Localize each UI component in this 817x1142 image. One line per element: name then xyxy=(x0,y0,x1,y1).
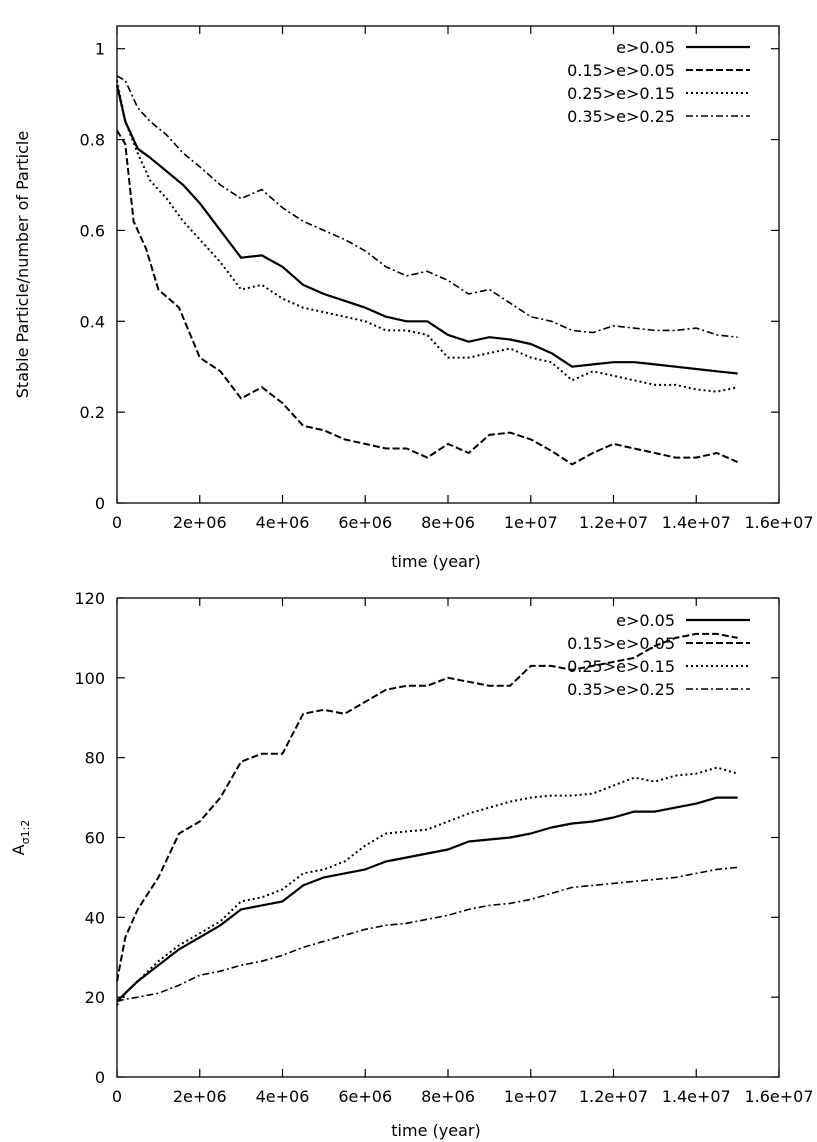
x-tick-label: 2e+06 xyxy=(173,513,227,532)
series-line-2 xyxy=(116,129,739,466)
x-tick-label: 6e+06 xyxy=(338,513,392,532)
y-tick-label: 20 xyxy=(85,988,105,1007)
y-tick-label: 0 xyxy=(95,1068,105,1087)
legend-label: 0.15>e>0.05 xyxy=(567,634,675,653)
y-tick-label: 80 xyxy=(85,749,105,768)
series-line-1 xyxy=(116,796,738,1002)
series-line-3 xyxy=(116,766,738,1006)
x-tick-label: 8e+06 xyxy=(421,513,475,532)
y-tick-label: 0 xyxy=(95,494,105,513)
plot-frame xyxy=(116,25,780,504)
x-tick-label: 1e+07 xyxy=(504,513,558,532)
legend-label: 0.15>e>0.05 xyxy=(567,61,675,80)
x-tick-label: 1.2e+07 xyxy=(579,513,648,532)
y-tick-label: 0.6 xyxy=(80,221,105,240)
upper-chart-panel: 0 2e+06 4e+06 6e+06 8e+06 1e+07 1.2e+07 1.4e+07… xyxy=(13,25,814,571)
legend-label: e>0.05 xyxy=(616,38,675,57)
y-tick-label: 60 xyxy=(85,829,105,848)
plot-frame xyxy=(116,597,780,1078)
x-tick-label: 8e+06 xyxy=(421,1087,475,1106)
x-tick-label: 4e+06 xyxy=(256,1087,310,1106)
legend-label: 0.35>e>0.25 xyxy=(567,680,675,699)
x-tick-label: 1.2e+07 xyxy=(579,1087,648,1106)
legend-label: e>0.05 xyxy=(616,611,675,630)
y-axis-title: Stable Particle/number of Particle xyxy=(13,131,32,398)
lower-chart-panel: 0 2e+06 4e+06 6e+06 8e+06 1e+07 1.2e+07 1.4e+07… xyxy=(9,589,814,1140)
x-axis-title: time (year) xyxy=(391,1121,480,1140)
y-tick-label: 0.8 xyxy=(80,131,105,150)
x-tick-label: 1.4e+07 xyxy=(662,1087,731,1106)
x-axis-title: time (year) xyxy=(391,552,480,571)
x-tick-label: 4e+06 xyxy=(256,513,310,532)
y-tick-label: 0.4 xyxy=(80,312,105,331)
x-tick-label: 1.4e+07 xyxy=(662,513,731,532)
x-tick-label: 0 xyxy=(112,513,122,532)
x-tick-label: 1.6e+07 xyxy=(744,513,813,532)
legend-label: 0.25>e>0.15 xyxy=(567,657,675,676)
series-line-4 xyxy=(116,866,738,1002)
y-tick-label: 120 xyxy=(74,589,105,608)
x-tick-label: 6e+06 xyxy=(338,1087,392,1106)
x-tick-label: 1e+07 xyxy=(504,1087,558,1106)
legend-label: 0.35>e>0.25 xyxy=(567,107,675,126)
x-tick-label: 1.6e+07 xyxy=(744,1087,813,1106)
series-line-3 xyxy=(116,80,738,393)
y-tick-label: 40 xyxy=(85,908,105,927)
legend-label: 0.25>e>0.15 xyxy=(567,84,675,103)
x-tick-label: 2e+06 xyxy=(173,1087,227,1106)
series-line-1 xyxy=(115,84,738,375)
series-line-2 xyxy=(116,632,738,982)
y-tick-label: 0.2 xyxy=(80,403,105,422)
x-tick-label: 0 xyxy=(112,1087,122,1106)
y-tick-label: 1 xyxy=(95,40,105,59)
series-line-4 xyxy=(116,75,738,338)
y-tick-label: 100 xyxy=(74,669,105,688)
y-axis-title: Aσ1:2 xyxy=(9,820,32,856)
